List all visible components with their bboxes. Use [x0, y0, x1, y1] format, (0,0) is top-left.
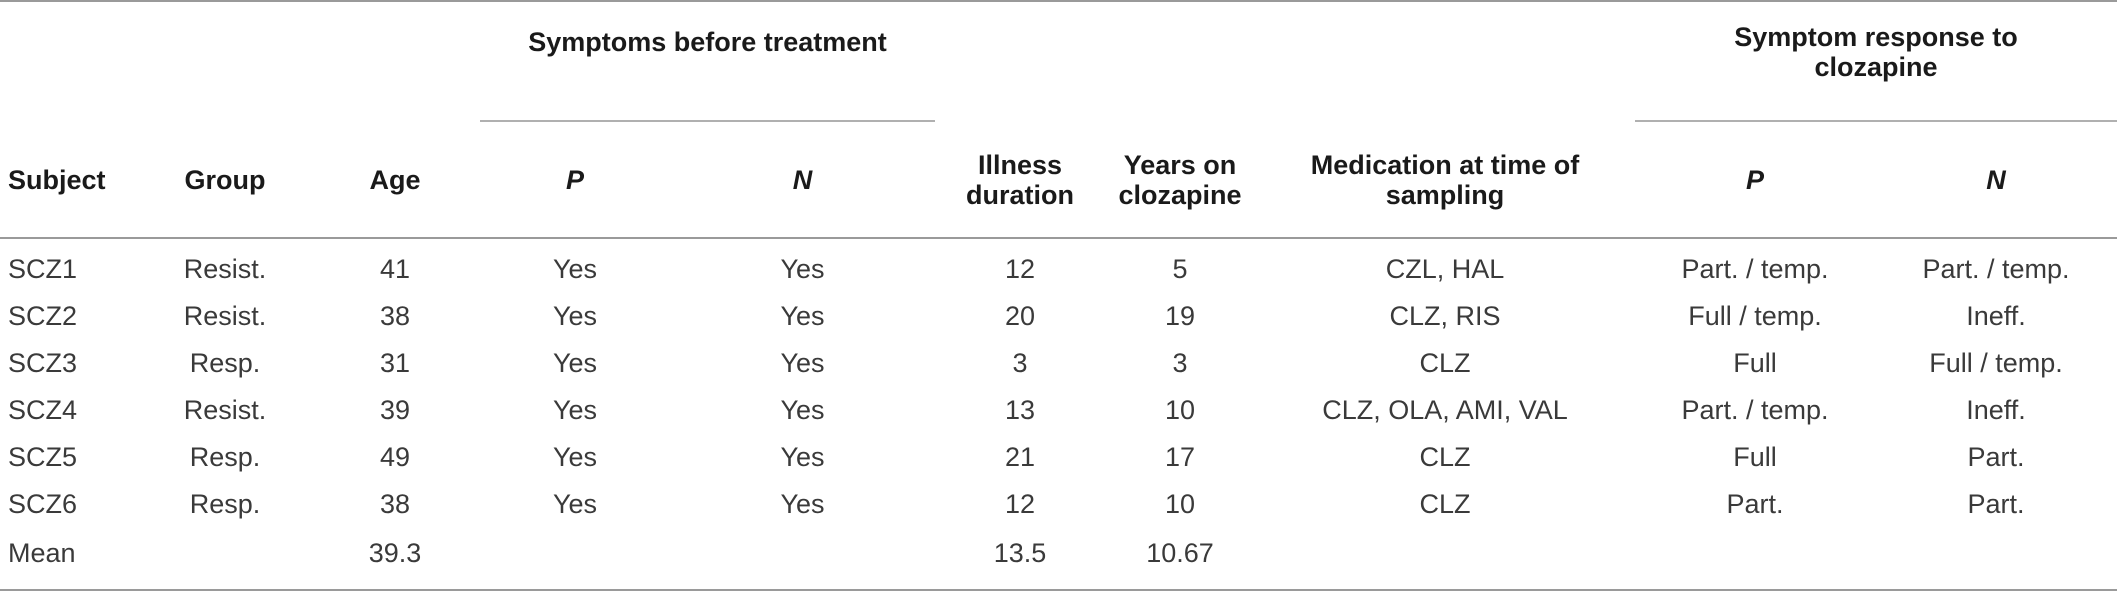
- cell-years-on-clozapine: 17: [1164, 441, 1196, 472]
- cell-group: Resp.: [189, 441, 261, 472]
- cell-medication: CLZ: [1419, 488, 1471, 519]
- cell-positive-before: Yes: [552, 253, 598, 284]
- cell-subject: SCZ2: [8, 300, 78, 331]
- cell-positive-before: Yes: [552, 394, 598, 425]
- cell-years-on-clozapine: 10.67: [1105, 527, 1255, 591]
- cell-subject: SCZ6: [8, 488, 78, 519]
- cell-subject: SCZ5: [8, 441, 78, 472]
- cell-illness-duration: 13.5: [935, 527, 1105, 591]
- cell-age: 49: [379, 441, 411, 472]
- cell-subject: SCZ4: [8, 394, 78, 425]
- cell-negative-response: Part. / temp.: [1922, 253, 2070, 284]
- cell-illness-duration: 20: [1004, 300, 1036, 331]
- col-header-positive-response: P: [1635, 122, 1875, 239]
- cell-illness-duration: 12: [1004, 253, 1036, 284]
- col-header-negative-before: N: [670, 122, 935, 239]
- cell-years-on-clozapine: 10: [1164, 394, 1196, 425]
- cell-negative-response: Part.: [1967, 441, 2025, 472]
- cell-negative-response: Full / temp.: [1929, 347, 2063, 378]
- table-row: SCZ2 Resist. 38 Yes Yes 20 19 CLZ, RIS Full / te…: [0, 292, 2117, 339]
- symptoms-before-label: Symptoms before treatment: [528, 27, 887, 57]
- cell-medication: CLZ, RIS: [1389, 300, 1501, 331]
- cell-subject: SCZ1: [8, 253, 78, 284]
- cell-negative-before: Yes: [780, 394, 825, 425]
- cell-group: Resist.: [183, 300, 267, 331]
- table-row: SCZ5 Resp. 49 Yes Yes 21 17 CLZ Full Part.: [0, 433, 2117, 480]
- cell-age: 38: [379, 488, 411, 519]
- cell-age: 41: [379, 253, 411, 284]
- table-row: SCZ1 Resist. 41 Yes Yes 12 5 CZL, HAL Part. / te…: [0, 238, 2117, 292]
- cell-positive-before: Yes: [552, 300, 598, 331]
- cell-medication: CLZ, OLA, AMI, VAL: [1322, 394, 1568, 425]
- cell-negative-before: Yes: [780, 488, 825, 519]
- col-header-group: Group: [140, 122, 310, 239]
- col-header-negative-response: N: [1875, 122, 2117, 239]
- col-header-illness-duration: Illness duration: [935, 122, 1105, 239]
- table-row: SCZ3 Resp. 31 Yes Yes 3 3 CLZ Full Full / temp.: [0, 339, 2117, 386]
- cell-medication: CZL, HAL: [1385, 253, 1505, 284]
- cell-positive-response: Full: [1733, 347, 1777, 378]
- cell-positive-response: Full / temp.: [1688, 300, 1822, 331]
- cell-years-on-clozapine: 3: [1172, 347, 1188, 378]
- cell-negative-before: [670, 527, 935, 591]
- cell-medication: [1255, 527, 1635, 591]
- cell-positive-response: Part. / temp.: [1681, 394, 1829, 425]
- col-header-years-on-clozapine: Years on clozapine: [1105, 122, 1255, 239]
- col-header-medication: Medication at time of sampling: [1255, 122, 1635, 239]
- col-header-positive-before: P: [480, 122, 670, 239]
- cell-negative-before: Yes: [780, 441, 825, 472]
- cell-age: 39.3: [310, 527, 480, 591]
- cell-negative-before: Yes: [780, 347, 825, 378]
- cell-positive-before: Yes: [552, 347, 598, 378]
- column-header-row: Subject Group Age P N Illness duration Y…: [0, 122, 2117, 239]
- col-header-age: Age: [310, 122, 480, 239]
- mean-row: Mean 39.3 13.5 10.67: [0, 527, 2117, 591]
- cell-age: 39: [379, 394, 411, 425]
- cell-years-on-clozapine: 5: [1172, 253, 1188, 284]
- cell-years-on-clozapine: 10: [1164, 488, 1196, 519]
- cell-group: [140, 527, 310, 591]
- cell-negative-before: Yes: [780, 300, 825, 331]
- cell-positive-response: [1635, 527, 1875, 591]
- cell-negative-before: Yes: [780, 253, 825, 284]
- cell-positive-before: Yes: [552, 488, 598, 519]
- cell-negative-response: Ineff.: [1966, 394, 2026, 425]
- cell-illness-duration: 12: [1004, 488, 1036, 519]
- cell-negative-response: [1875, 527, 2117, 591]
- cell-negative-response: Ineff.: [1966, 300, 2026, 331]
- table-row: SCZ6 Resp. 38 Yes Yes 12 10 CLZ Part. Part.: [0, 480, 2117, 527]
- cell-medication: CLZ: [1419, 441, 1471, 472]
- cell-negative-response: Part.: [1967, 488, 2025, 519]
- col-header-subject: Subject: [0, 122, 140, 239]
- cell-group: Resist.: [183, 253, 267, 284]
- cell-age: 38: [379, 300, 411, 331]
- cell-positive-before: [480, 527, 670, 591]
- cell-illness-duration: 3: [1012, 347, 1028, 378]
- cell-positive-response: Part. / temp.: [1681, 253, 1829, 284]
- table-body: SCZ1 Resist. 41 Yes Yes 12 5 CZL, HAL Part. / te…: [0, 238, 2117, 591]
- cell-positive-response: Full: [1733, 441, 1777, 472]
- cell-illness-duration: 13: [1004, 394, 1036, 425]
- cell-age: 31: [379, 347, 411, 378]
- cell-positive-response: Part.: [1726, 488, 1784, 519]
- cell-illness-duration: 21: [1004, 441, 1036, 472]
- cell-subject: Mean: [0, 527, 140, 591]
- table-row: SCZ4 Resist. 39 Yes Yes 13 10 CLZ, OLA, AMI, VA…: [0, 386, 2117, 433]
- cell-group: Resp.: [189, 488, 261, 519]
- cell-medication: CLZ: [1419, 347, 1471, 378]
- symptom-response-label: Symptom response to clozapine: [1734, 22, 2018, 82]
- symptom-response-header: Symptom response to clozapine: [1635, 0, 2117, 122]
- cell-subject: SCZ3: [8, 347, 78, 378]
- cell-group: Resp.: [189, 347, 261, 378]
- cell-years-on-clozapine: 19: [1164, 300, 1196, 331]
- cell-group: Resist.: [183, 394, 267, 425]
- cell-positive-before: Yes: [552, 441, 598, 472]
- symptoms-before-header: Symptoms before treatment: [480, 0, 935, 122]
- group-header-row: Symptoms before treatment Symptom respon…: [0, 0, 2117, 122]
